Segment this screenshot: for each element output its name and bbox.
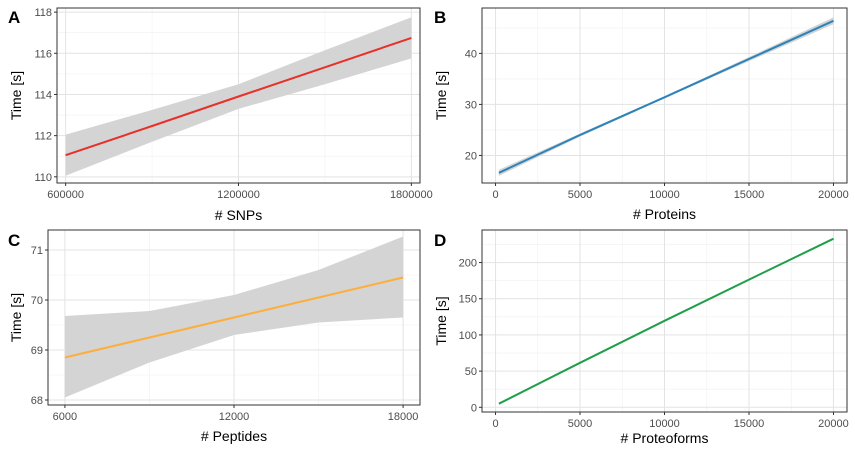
x-tick-label: 5000 (568, 418, 592, 430)
panel-d: 0 5000 10000 15000 20000 0 50 100 150 200 # Proteo… (433, 229, 849, 446)
series-line (498, 237, 834, 405)
series-line (65, 36, 412, 157)
series-line (64, 276, 404, 359)
y-tick-label: 68 (31, 395, 43, 407)
x-tick-label: 0 (492, 418, 498, 430)
y-tick-label: 30 (465, 99, 477, 111)
x-tick-label: 5000 (568, 189, 592, 201)
x-tick-label: 600000 (47, 189, 84, 201)
panel-tag: B (434, 8, 446, 27)
x-tick-label: 15000 (734, 418, 765, 430)
x-tick-label: 0 (492, 189, 498, 201)
y-tick-label: 100 (459, 330, 477, 342)
y-tick-label: 40 (465, 48, 477, 60)
panel-b: 0 5000 10000 15000 20000 20 30 40 # Proteins Time… (433, 7, 849, 222)
x-tick-label: 6000 (53, 411, 77, 423)
x-tick-label: 15000 (734, 189, 765, 201)
panel-tag: D (434, 231, 446, 250)
x-axis-title: # Proteoforms (621, 430, 709, 446)
x-tick-label: 20000 (818, 418, 849, 430)
x-axis-title: # SNPs (215, 207, 262, 223)
x-tick-label: 18000 (388, 411, 419, 423)
y-axis-title: Time [s] (433, 296, 449, 345)
panel-a: 600000 1200000 1800000 110 112 114 116 118 # SNP… (8, 7, 433, 223)
y-tick-label: 50 (465, 366, 477, 378)
y-tick-label: 69 (31, 345, 43, 357)
x-axis-title: # Proteins (633, 206, 696, 222)
series-line (498, 19, 834, 174)
x-tick-label: 10000 (649, 189, 680, 201)
panel-tag: A (8, 8, 20, 27)
y-tick-label: 116 (34, 48, 52, 60)
x-tick-label: 1800000 (390, 189, 433, 201)
y-axis-title: Time [s] (433, 71, 449, 120)
x-tick-label: 10000 (649, 418, 680, 430)
x-tick-label: 1200000 (217, 189, 260, 201)
x-tick-label: 12000 (219, 411, 250, 423)
y-axis-title: Time [s] (8, 71, 24, 120)
y-tick-label: 118 (34, 7, 52, 19)
y-tick-label: 114 (34, 89, 52, 101)
y-axis-title: Time [s] (8, 293, 24, 342)
y-tick-label: 70 (31, 295, 43, 307)
y-tick-label: 200 (459, 258, 477, 270)
y-tick-label: 71 (31, 245, 43, 257)
panel-tag: C (8, 231, 20, 250)
y-tick-label: 0 (471, 402, 477, 414)
x-tick-label: 20000 (818, 189, 849, 201)
y-tick-label: 112 (34, 131, 52, 143)
y-tick-label: 20 (465, 150, 477, 162)
y-tick-label: 110 (34, 172, 52, 184)
x-axis-title: # Peptides (201, 428, 267, 444)
y-tick-label: 150 (459, 294, 477, 306)
panel-c: 6000 12000 18000 68 69 70 71 # Peptides Time [s]… (8, 229, 421, 444)
